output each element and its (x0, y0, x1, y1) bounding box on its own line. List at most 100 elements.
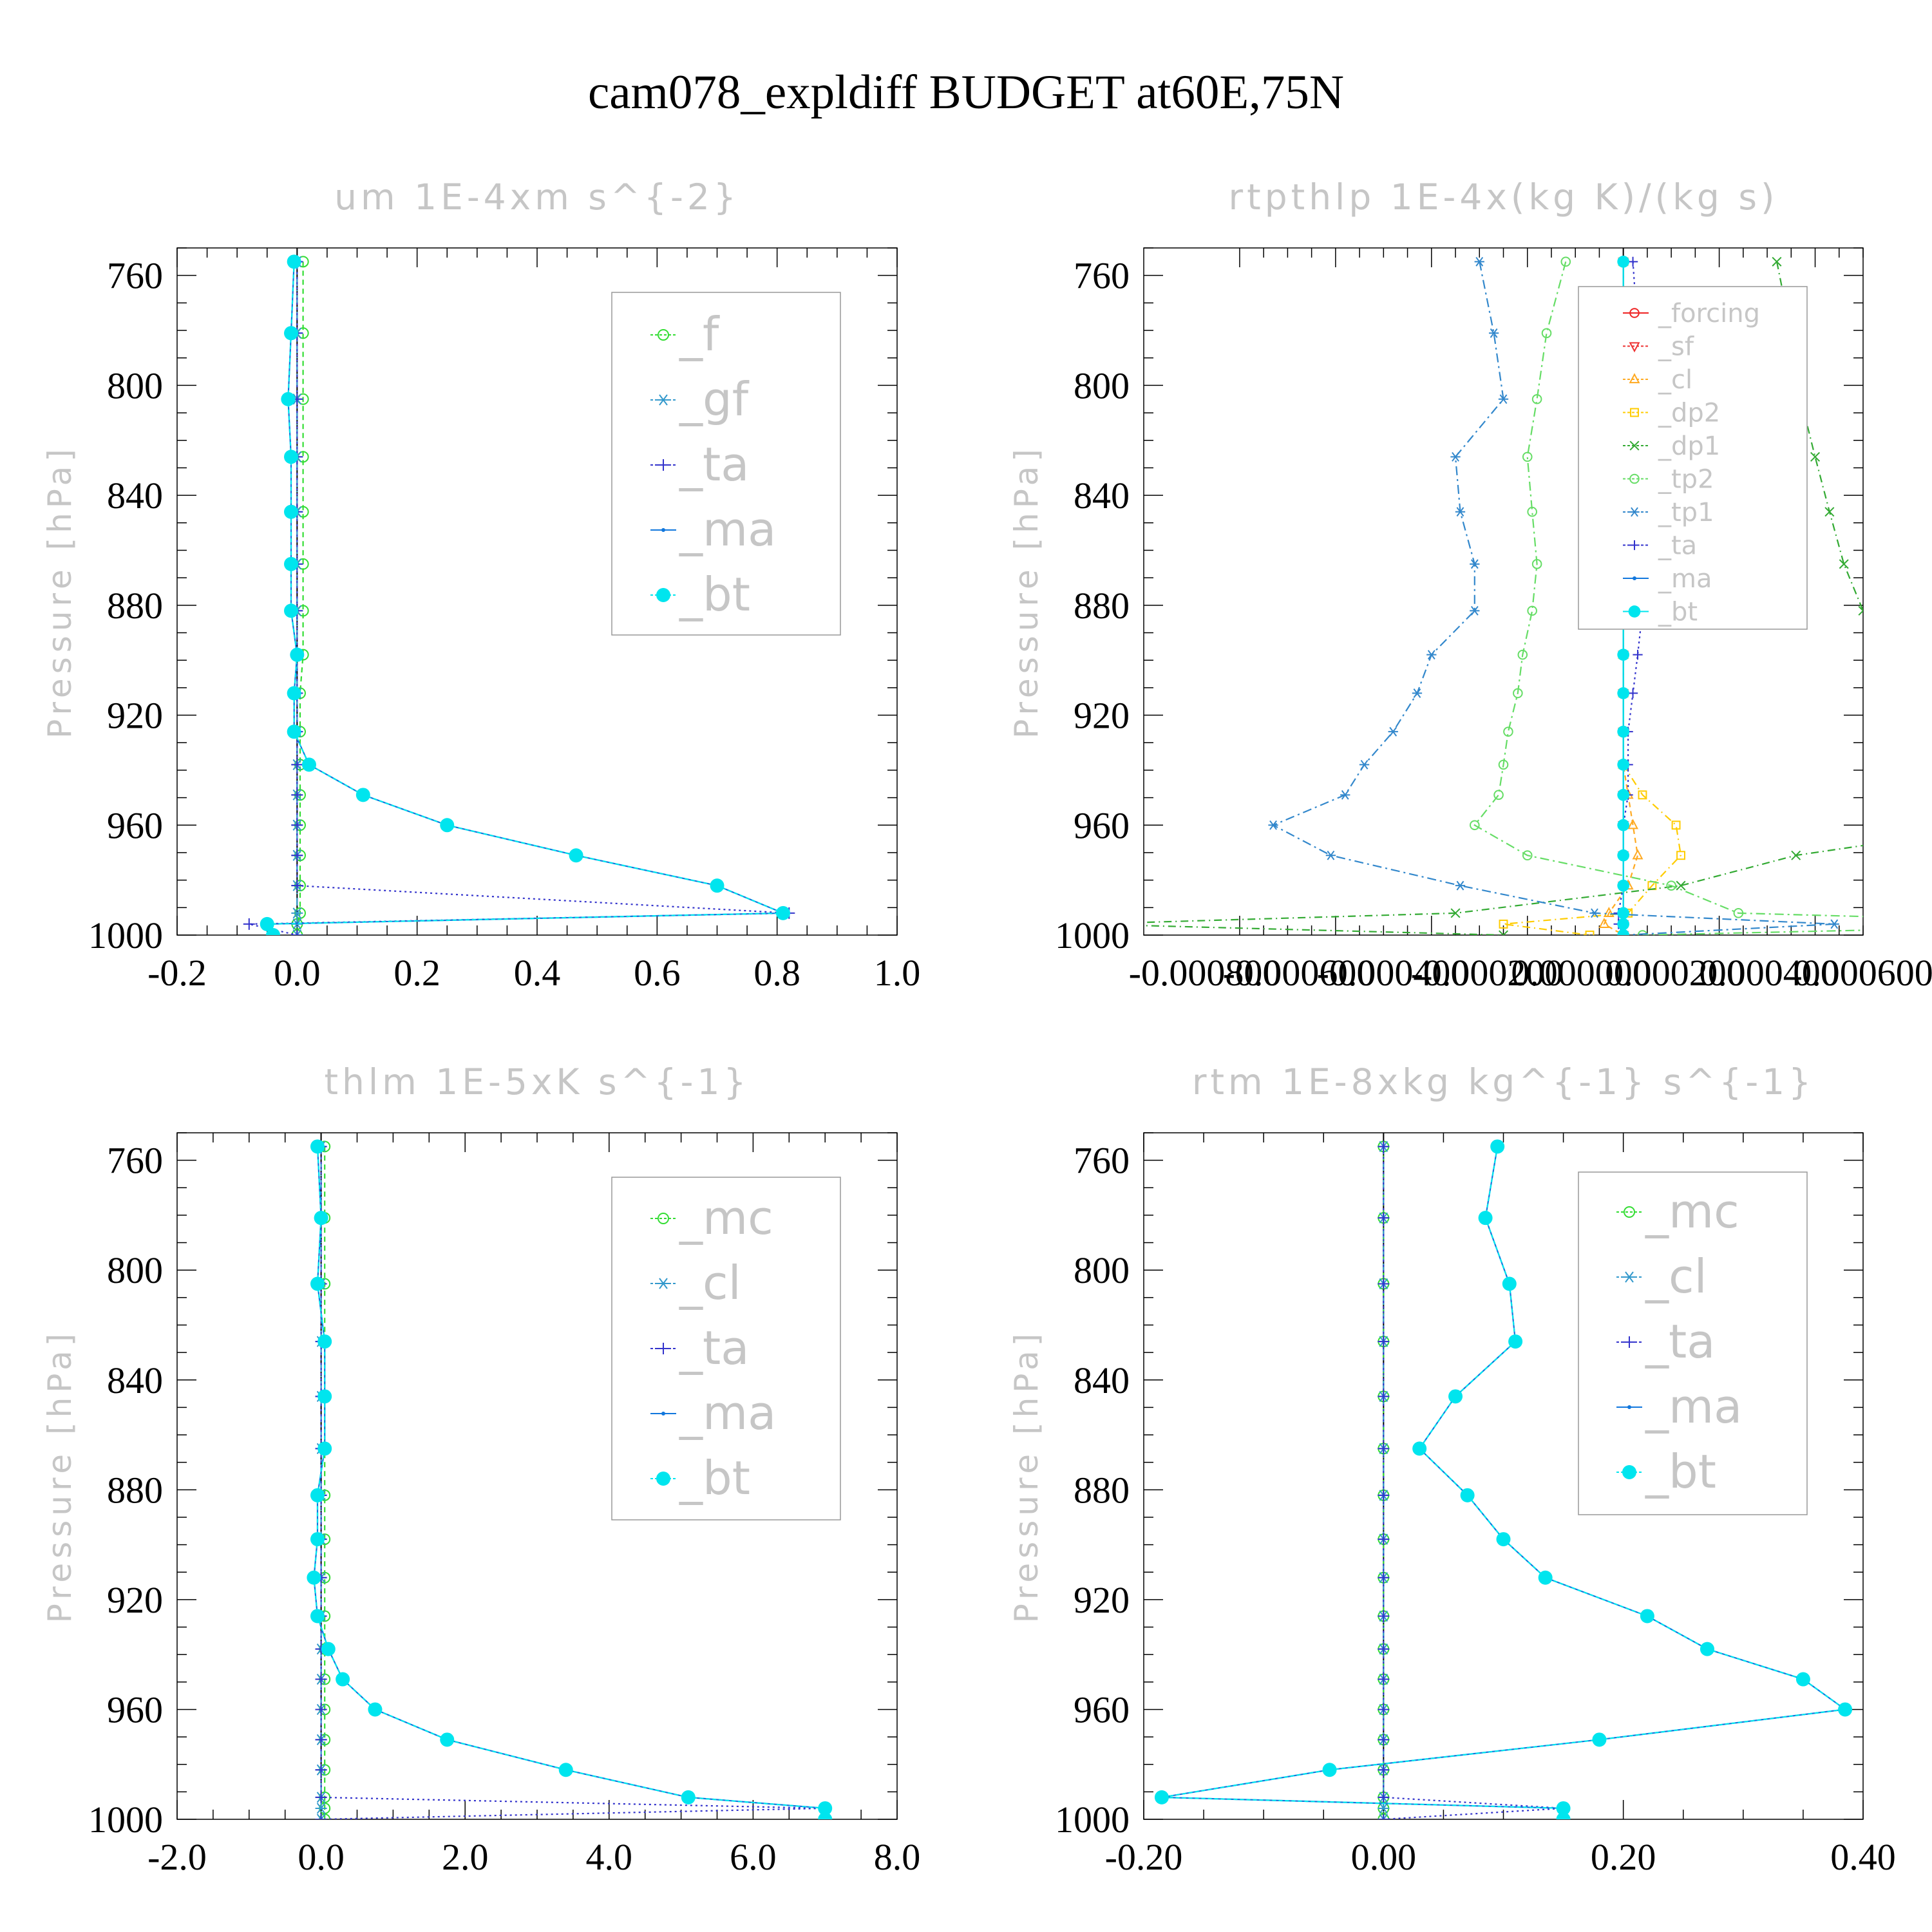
data-point (1388, 726, 1398, 737)
data-point (1325, 850, 1336, 860)
data-point (1556, 1801, 1571, 1815)
y-axis-label: Pressure [hPa] (1008, 1329, 1045, 1624)
data-point (301, 757, 316, 772)
data-point (1426, 650, 1437, 660)
legend-marker (1622, 1465, 1636, 1479)
data-point (1474, 256, 1484, 267)
chart-panel-3: 760 800 840 880 920 960 1000-2.0 0.0 2.0 4.0 6.0 8.… (41, 1061, 920, 1878)
chart-panel-1: 760 800 840 880 920 960 1000-0.2 0.0 0.2 0.4 0.6 0.… (41, 176, 920, 994)
data-point (1839, 559, 1849, 569)
data-point (1795, 1672, 1810, 1687)
x-tick-label: -0.000600 (1223, 952, 1376, 994)
data-point (1829, 919, 1839, 929)
legend-entry: _tp2 (1658, 465, 1714, 495)
y-tick-label: 760 (107, 1140, 163, 1182)
data-point (1838, 1702, 1853, 1717)
x-tick-label: 0.00 (1351, 1836, 1417, 1878)
series-line-f (296, 261, 304, 935)
data-point (1791, 850, 1801, 860)
data-point (315, 1791, 327, 1803)
data-point (1322, 1763, 1337, 1777)
x-tick-label: -0.000200 (1411, 952, 1564, 994)
data-point (1632, 849, 1643, 860)
legend-marker (658, 394, 669, 406)
legend-marker (656, 1472, 670, 1486)
y-tick-label: 920 (1074, 1579, 1130, 1621)
x-tick-label: 0.6 (634, 952, 681, 994)
legend-marker (1629, 342, 1640, 353)
legend-marker (658, 329, 669, 341)
legend: _forcing _sf_cl _dp2 _dp1 _tp2 _tp1 _ta_ma _bt (1578, 286, 1808, 630)
data-point (291, 880, 303, 892)
y-tick-label: 1000 (1055, 914, 1130, 956)
data-point (1522, 850, 1533, 861)
data-point (291, 789, 303, 801)
data-point (317, 1441, 332, 1456)
data-point (1858, 605, 1863, 616)
legend: _mc _cl _ta _ma _bt (1578, 1171, 1808, 1515)
legend-marker (1629, 373, 1640, 384)
data-point (315, 1814, 327, 1819)
data-point (1502, 1276, 1517, 1291)
x-tick-label: -0.2 (147, 952, 207, 994)
x-tick-label: 4.0 (586, 1836, 633, 1878)
legend-marker (1627, 1405, 1631, 1409)
y-tick-label: 920 (107, 1579, 163, 1621)
data-point (1378, 1643, 1390, 1655)
data-point (310, 1139, 325, 1154)
legend-entry: _dp1 (1658, 431, 1720, 461)
y-tick-label: 800 (107, 365, 163, 406)
data-point (1455, 507, 1466, 517)
data-point (1478, 1211, 1493, 1226)
chart-panel-2: 760 800 840 880 920 960 1000-0.000800-0.000600… (1008, 176, 1932, 994)
legend-marker (658, 1213, 669, 1224)
series-group (1154, 1139, 1853, 1819)
panel-title: rtpthlp 1E-4x(kg K)/(kg s) (1229, 176, 1779, 218)
series-line-ta (1383, 1146, 1564, 1819)
data-point (1589, 908, 1600, 918)
legend-entry: _bt (1645, 1444, 1716, 1499)
legend-entry: _forcing (1658, 299, 1760, 328)
data-point (1617, 907, 1630, 920)
data-point (1340, 790, 1350, 800)
data-point (1522, 451, 1533, 462)
legend-entry: _bt (679, 1451, 750, 1505)
data-point (355, 788, 370, 802)
legend-entry: _cl (1658, 365, 1692, 395)
data-point (1603, 907, 1615, 917)
legend-entry: _ta (679, 1321, 749, 1375)
data-point (1637, 930, 1648, 935)
legend-marker (1633, 576, 1636, 580)
series-line-tp1 (1271, 261, 1835, 935)
x-tick-label: 0.0 (274, 952, 321, 994)
legend: _mc _cl _ta _ma _bt (611, 1177, 841, 1520)
y-tick-label: 760 (1074, 255, 1130, 297)
x-tick-label: 0.2 (393, 952, 440, 994)
legend-entry: _mc (1645, 1184, 1739, 1238)
legend-entry: _tp1 (1658, 498, 1714, 527)
legend-marker (1630, 408, 1639, 417)
data-point (1359, 759, 1370, 770)
data-point (1493, 790, 1504, 800)
data-point (1531, 559, 1542, 569)
series-line-bt (313, 1146, 826, 1819)
y-tick-label: 840 (107, 1359, 163, 1401)
data-point (290, 647, 305, 662)
data-point (1412, 1441, 1427, 1456)
y-tick-label: 840 (107, 475, 163, 516)
data-point (569, 848, 583, 863)
data-point (1412, 688, 1423, 698)
x-tick-label: 0.40 (1830, 1836, 1896, 1878)
legend-entry: _dp2 (1658, 399, 1720, 428)
y-axis-label: Pressure [hPa] (41, 1329, 79, 1624)
x-tick-label: 0.8 (753, 952, 800, 994)
data-point (1378, 1791, 1390, 1803)
legend-box (1578, 286, 1808, 630)
data-point (315, 1673, 327, 1685)
data-point (284, 450, 299, 464)
legend-entry: _gf (679, 372, 750, 426)
data-point (291, 929, 303, 935)
data-point (291, 819, 303, 831)
data-point (1585, 931, 1595, 935)
